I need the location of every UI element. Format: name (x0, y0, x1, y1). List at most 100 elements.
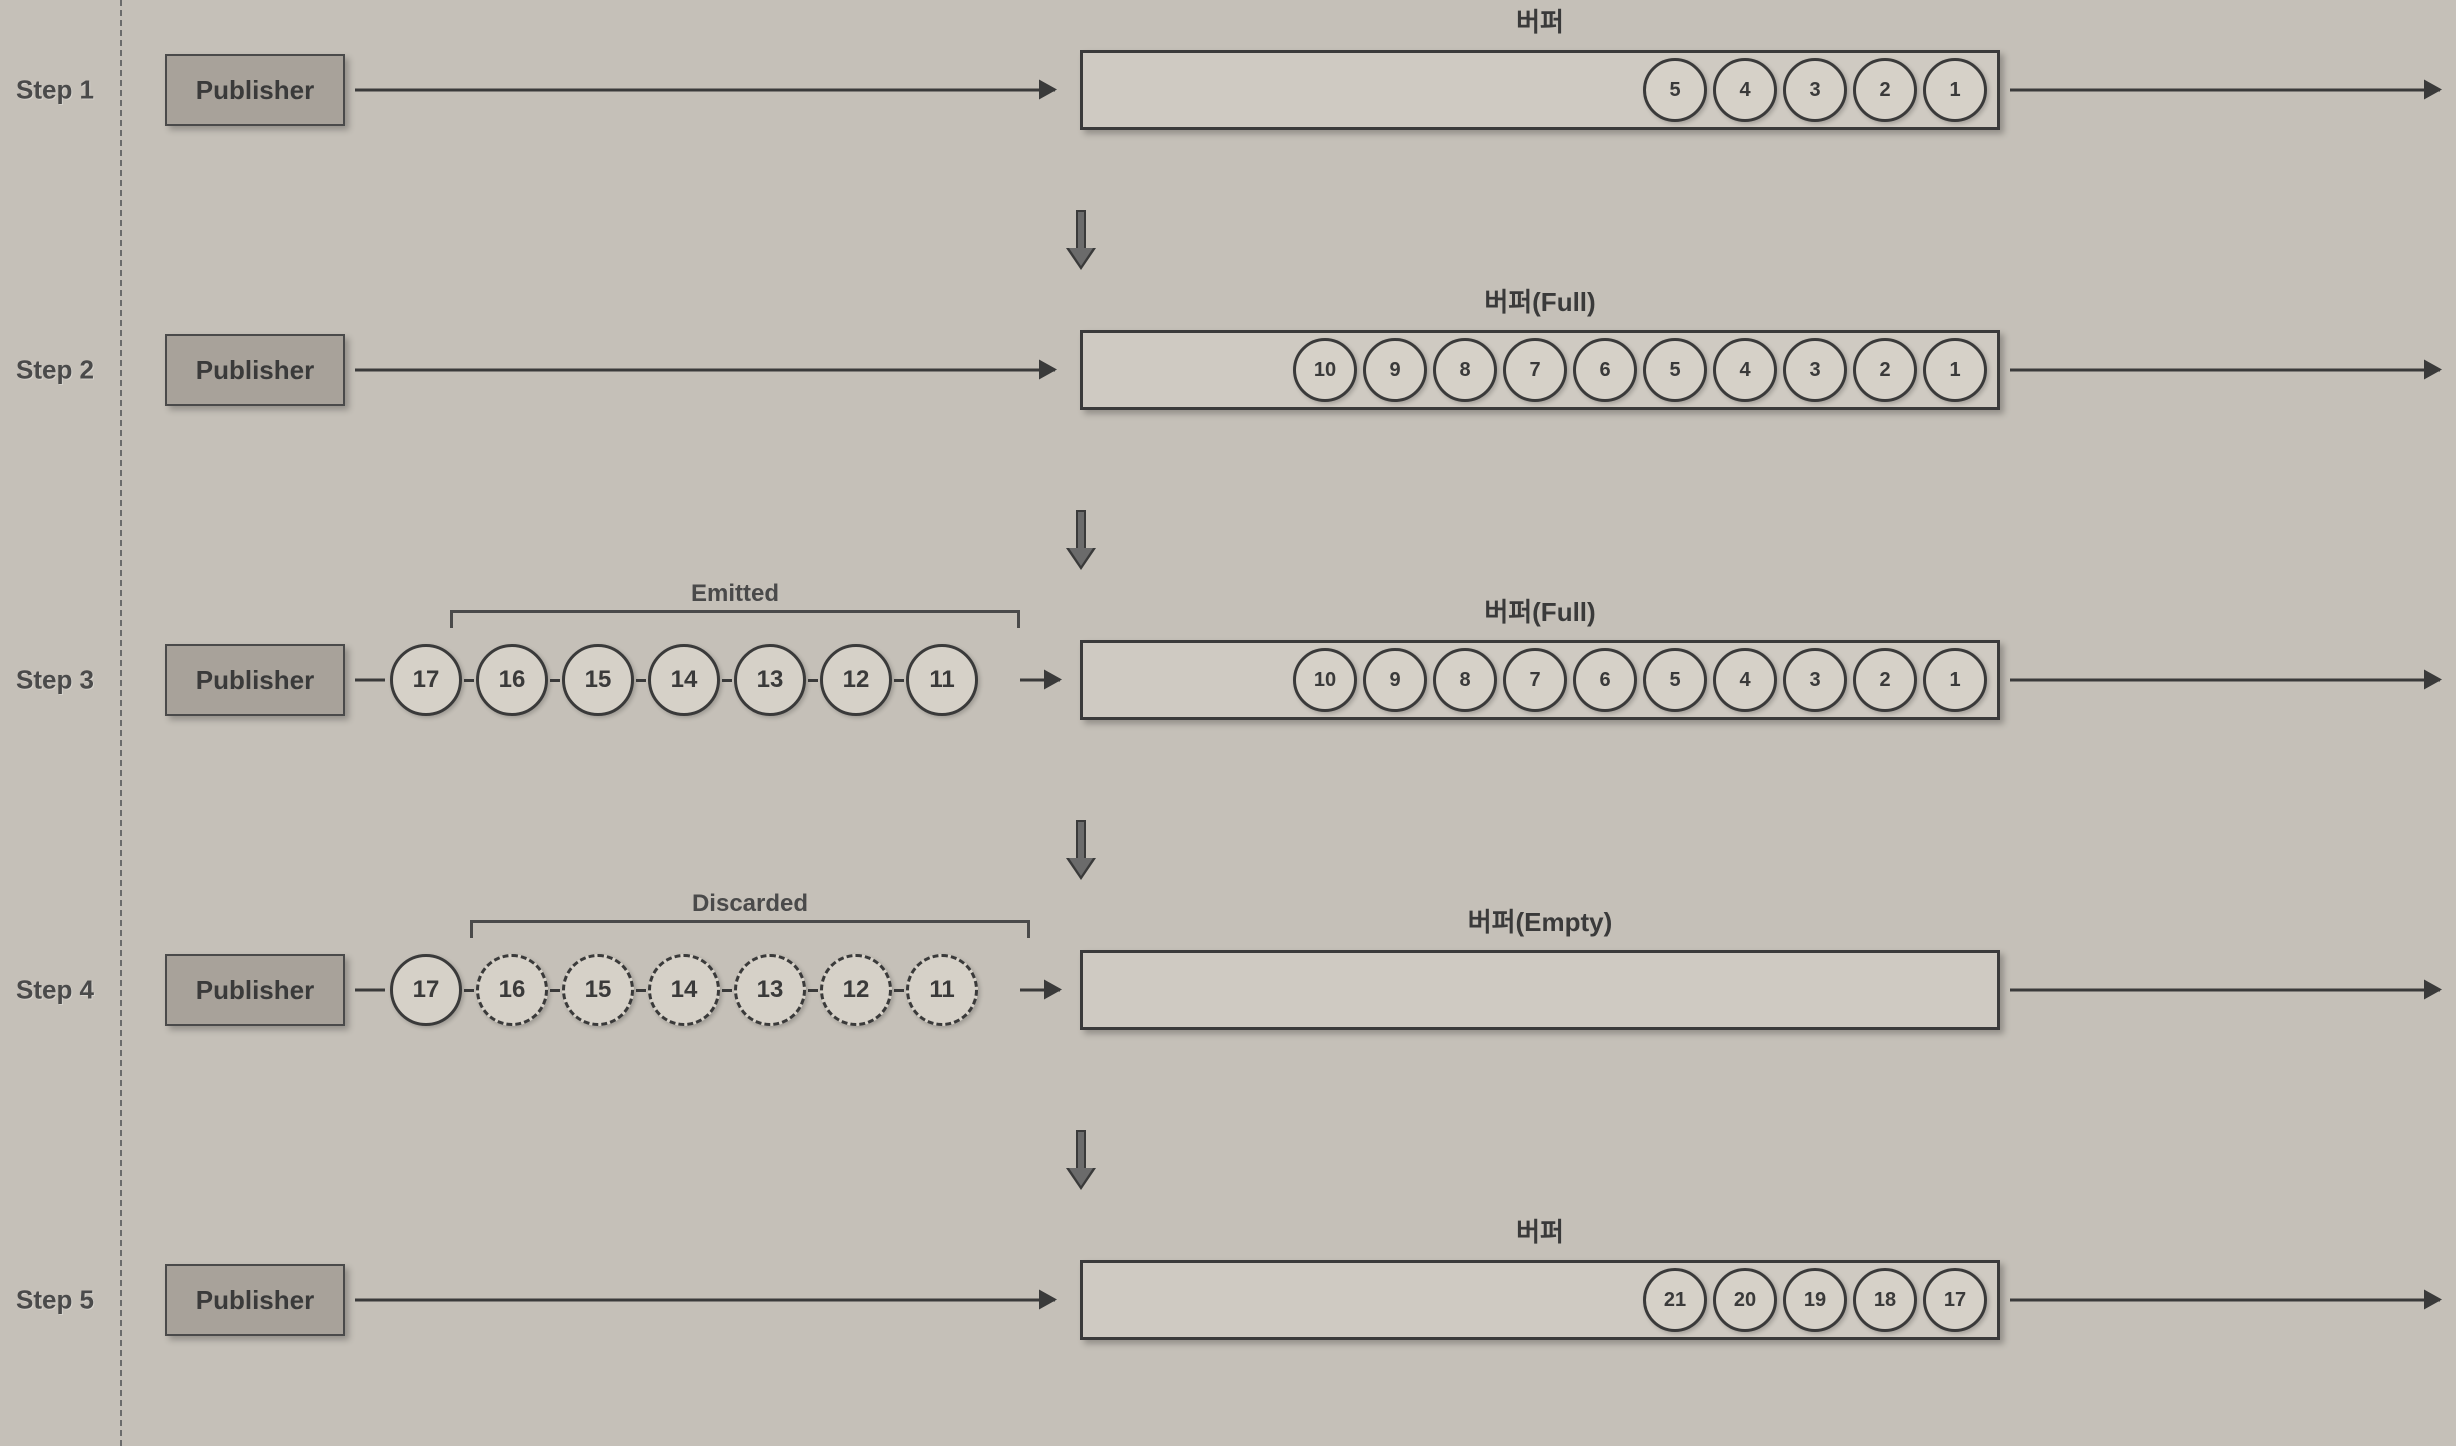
chain-connector (636, 679, 646, 682)
buffer-item: 4 (1713, 58, 1777, 122)
buffer-item: 7 (1503, 648, 1567, 712)
chain-connector (550, 989, 560, 992)
down-arrow (1070, 820, 1092, 880)
buffer-title: 버퍼(Full) (1080, 282, 2000, 319)
buffer-title: 버퍼 (1080, 1212, 2000, 1249)
buffer-item: 3 (1783, 648, 1847, 712)
step-row-4: Step 4 Publisher 17161514131211 Discarded 버퍼… (0, 890, 2456, 1090)
step-label: Step 5 (0, 1285, 110, 1316)
emitted-item: 14 (648, 954, 720, 1026)
buffer-title: 버퍼(Full) (1080, 592, 2000, 629)
buffer-title: 버퍼 (1080, 2, 2000, 39)
buffer-item: 3 (1783, 338, 1847, 402)
buffer-item: 9 (1363, 648, 1427, 712)
arrow-publisher-out (355, 89, 1055, 92)
publisher-box: Publisher (165, 54, 345, 126)
emitted-chain: 17161514131211 (390, 954, 978, 1026)
emitted-label: Emitted (450, 580, 1020, 608)
buffer-item: 3 (1783, 58, 1847, 122)
buffer-title: 버퍼(Empty) (1080, 902, 2000, 939)
emitted-bracket (450, 610, 1020, 628)
arrow-publisher-out (355, 679, 385, 682)
emitted-bracket (470, 920, 1030, 938)
buffer-item: 8 (1433, 338, 1497, 402)
buffer-box (1080, 950, 2000, 1030)
arrow-buffer-out (2010, 1299, 2440, 1302)
arrow-buffer-out (2010, 679, 2440, 682)
publisher-box: Publisher (165, 954, 345, 1026)
buffer-item: 5 (1643, 338, 1707, 402)
publisher-box: Publisher (165, 334, 345, 406)
emitted-chain: 17161514131211 (390, 644, 978, 716)
step-row-2: Step 2 Publisher 버퍼(Full) 10987654321 (0, 270, 2456, 470)
emitted-item: 11 (906, 954, 978, 1026)
down-arrow (1070, 510, 1092, 570)
chain-connector (894, 679, 904, 682)
buffer-item: 2 (1853, 58, 1917, 122)
step-label: Step 1 (0, 75, 110, 106)
arrow-buffer-out (2010, 369, 2440, 372)
step-label: Step 3 (0, 665, 110, 696)
emitted-item: 17 (390, 954, 462, 1026)
emitted-item: 15 (562, 644, 634, 716)
buffer-box: 54321 (1080, 50, 2000, 130)
buffer-item: 5 (1643, 58, 1707, 122)
step-row-5: Step 5 Publisher 버퍼 2120191817 (0, 1200, 2456, 1400)
buffer-item: 9 (1363, 338, 1427, 402)
arrow-buffer-out (2010, 989, 2440, 992)
buffer-item: 6 (1573, 338, 1637, 402)
step-row-1: Step 1 Publisher 버퍼 54321 (0, 0, 2456, 190)
arrow-publisher-out (355, 369, 1055, 372)
buffer-item: 4 (1713, 338, 1777, 402)
buffer-item: 19 (1783, 1268, 1847, 1332)
chain-connector (464, 989, 474, 992)
buffer-item: 7 (1503, 338, 1567, 402)
emitted-label: Discarded (470, 890, 1030, 918)
buffer-item: 1 (1923, 648, 1987, 712)
buffer-item: 6 (1573, 648, 1637, 712)
emitted-item: 11 (906, 644, 978, 716)
buffer-item: 2 (1853, 648, 1917, 712)
arrow-into-buffer (1020, 679, 1060, 682)
chain-connector (808, 989, 818, 992)
publisher-box: Publisher (165, 644, 345, 716)
arrow-buffer-out (2010, 89, 2440, 92)
buffer-box: 10987654321 (1080, 640, 2000, 720)
buffer-item: 1 (1923, 338, 1987, 402)
chain-connector (722, 679, 732, 682)
emitted-item: 12 (820, 954, 892, 1026)
chain-connector (894, 989, 904, 992)
emitted-item: 12 (820, 644, 892, 716)
buffer-item: 4 (1713, 648, 1777, 712)
emitted-item: 13 (734, 954, 806, 1026)
arrow-publisher-out (355, 989, 385, 992)
step-label: Step 4 (0, 975, 110, 1006)
emitted-item: 16 (476, 954, 548, 1026)
down-arrow (1070, 1130, 1092, 1190)
buffer-box: 10987654321 (1080, 330, 2000, 410)
emitted-item: 15 (562, 954, 634, 1026)
buffer-item: 5 (1643, 648, 1707, 712)
chain-connector (550, 679, 560, 682)
step-label: Step 2 (0, 355, 110, 386)
emitted-item: 17 (390, 644, 462, 716)
buffer-item: 2 (1853, 338, 1917, 402)
step-row-3: Step 3Publisher17161514131211Emitted버퍼(F… (0, 580, 2456, 780)
emitted-item: 14 (648, 644, 720, 716)
buffer-item: 17 (1923, 1268, 1987, 1332)
down-arrow (1070, 210, 1092, 270)
arrow-into-buffer (1020, 989, 1060, 992)
buffer-item: 8 (1433, 648, 1497, 712)
chain-connector (722, 989, 732, 992)
buffer-item: 21 (1643, 1268, 1707, 1332)
buffer-item: 1 (1923, 58, 1987, 122)
emitted-item: 16 (476, 644, 548, 716)
chain-connector (464, 679, 474, 682)
buffer-item: 18 (1853, 1268, 1917, 1332)
chain-connector (808, 679, 818, 682)
buffer-item: 20 (1713, 1268, 1777, 1332)
arrow-publisher-out (355, 1299, 1055, 1302)
publisher-box: Publisher (165, 1264, 345, 1336)
buffer-box: 2120191817 (1080, 1260, 2000, 1340)
buffer-item: 10 (1293, 338, 1357, 402)
